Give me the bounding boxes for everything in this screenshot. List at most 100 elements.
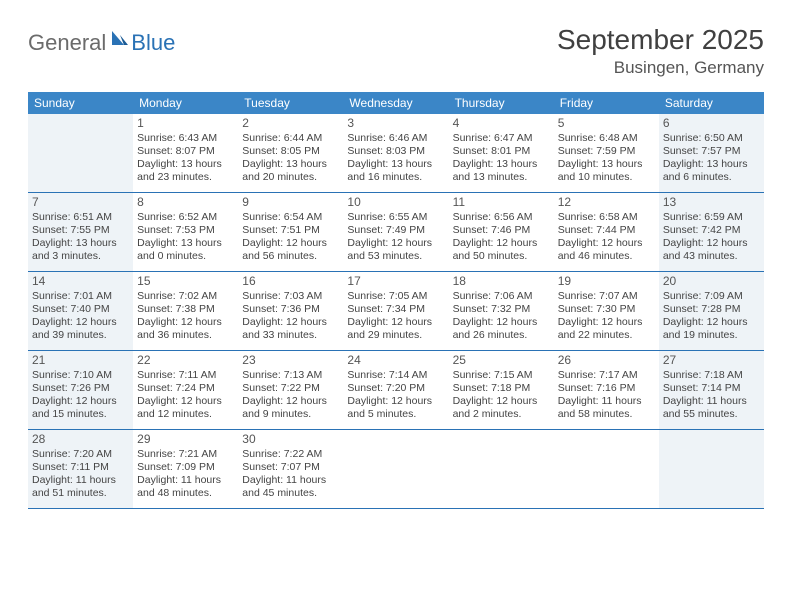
day-cell: 11Sunrise: 6:56 AMSunset: 7:46 PMDayligh… [449,193,554,271]
sunset-line: Sunset: 7:07 PM [242,461,339,474]
daylight-line: Daylight: 12 hours and 19 minutes. [663,316,760,342]
sunrise-line: Sunrise: 7:18 AM [663,369,760,382]
sunset-line: Sunset: 7:40 PM [32,303,129,316]
daylight-line: Daylight: 13 hours and 3 minutes. [32,237,129,263]
month-title: September 2025 [557,24,764,56]
day-cell: 29Sunrise: 7:21 AMSunset: 7:09 PMDayligh… [133,430,238,508]
sunrise-line: Sunrise: 7:05 AM [347,290,444,303]
sunrise-line: Sunrise: 7:09 AM [663,290,760,303]
day-number: 21 [32,353,129,368]
daylight-line: Daylight: 12 hours and 9 minutes. [242,395,339,421]
day-number: 9 [242,195,339,210]
sunset-line: Sunset: 7:51 PM [242,224,339,237]
sunrise-line: Sunrise: 6:59 AM [663,211,760,224]
day-header-wednesday: Wednesday [343,92,448,114]
day-cell [659,430,764,508]
week-row: 7Sunrise: 6:51 AMSunset: 7:55 PMDaylight… [28,193,764,272]
sunrise-line: Sunrise: 6:55 AM [347,211,444,224]
day-number: 28 [32,432,129,447]
sunset-line: Sunset: 7:57 PM [663,145,760,158]
sunset-line: Sunset: 7:18 PM [453,382,550,395]
header: General Blue September 2025 Busingen, Ge… [28,24,764,78]
day-number: 5 [558,116,655,131]
sunset-line: Sunset: 7:16 PM [558,382,655,395]
day-cell: 15Sunrise: 7:02 AMSunset: 7:38 PMDayligh… [133,272,238,350]
title-block: September 2025 Busingen, Germany [557,24,764,78]
daylight-line: Daylight: 12 hours and 53 minutes. [347,237,444,263]
sunrise-line: Sunrise: 7:15 AM [453,369,550,382]
day-cell: 21Sunrise: 7:10 AMSunset: 7:26 PMDayligh… [28,351,133,429]
day-cell [28,114,133,192]
day-header-sunday: Sunday [28,92,133,114]
day-cell: 20Sunrise: 7:09 AMSunset: 7:28 PMDayligh… [659,272,764,350]
day-cell [449,430,554,508]
daylight-line: Daylight: 13 hours and 10 minutes. [558,158,655,184]
daylight-line: Daylight: 12 hours and 29 minutes. [347,316,444,342]
day-number: 13 [663,195,760,210]
calendar-page: General Blue September 2025 Busingen, Ge… [0,0,792,533]
week-row: 14Sunrise: 7:01 AMSunset: 7:40 PMDayligh… [28,272,764,351]
sunset-line: Sunset: 8:07 PM [137,145,234,158]
sunrise-line: Sunrise: 6:52 AM [137,211,234,224]
day-cell [343,430,448,508]
daylight-line: Daylight: 12 hours and 43 minutes. [663,237,760,263]
daylight-line: Daylight: 13 hours and 20 minutes. [242,158,339,184]
sunset-line: Sunset: 7:53 PM [137,224,234,237]
day-number: 23 [242,353,339,368]
day-cell: 2Sunrise: 6:44 AMSunset: 8:05 PMDaylight… [238,114,343,192]
logo-text-general: General [28,30,106,56]
daylight-line: Daylight: 12 hours and 33 minutes. [242,316,339,342]
day-number: 1 [137,116,234,131]
day-number: 24 [347,353,444,368]
daylight-line: Daylight: 12 hours and 39 minutes. [32,316,129,342]
day-header-row: SundayMondayTuesdayWednesdayThursdayFrid… [28,92,764,114]
day-cell: 17Sunrise: 7:05 AMSunset: 7:34 PMDayligh… [343,272,448,350]
day-number: 12 [558,195,655,210]
day-header-friday: Friday [554,92,659,114]
sunset-line: Sunset: 7:46 PM [453,224,550,237]
day-cell: 14Sunrise: 7:01 AMSunset: 7:40 PMDayligh… [28,272,133,350]
daylight-line: Daylight: 12 hours and 36 minutes. [137,316,234,342]
daylight-line: Daylight: 12 hours and 15 minutes. [32,395,129,421]
day-cell: 1Sunrise: 6:43 AMSunset: 8:07 PMDaylight… [133,114,238,192]
daylight-line: Daylight: 12 hours and 2 minutes. [453,395,550,421]
day-number: 29 [137,432,234,447]
day-number: 8 [137,195,234,210]
day-header-tuesday: Tuesday [238,92,343,114]
day-number: 20 [663,274,760,289]
sunset-line: Sunset: 8:03 PM [347,145,444,158]
sunrise-line: Sunrise: 6:47 AM [453,132,550,145]
day-number: 3 [347,116,444,131]
sunrise-line: Sunrise: 7:22 AM [242,448,339,461]
sunrise-line: Sunrise: 7:14 AM [347,369,444,382]
day-cell: 13Sunrise: 6:59 AMSunset: 7:42 PMDayligh… [659,193,764,271]
sunset-line: Sunset: 7:55 PM [32,224,129,237]
sunrise-line: Sunrise: 7:06 AM [453,290,550,303]
daylight-line: Daylight: 12 hours and 56 minutes. [242,237,339,263]
sunset-line: Sunset: 7:44 PM [558,224,655,237]
daylight-line: Daylight: 13 hours and 16 minutes. [347,158,444,184]
sunset-line: Sunset: 8:01 PM [453,145,550,158]
day-cell: 4Sunrise: 6:47 AMSunset: 8:01 PMDaylight… [449,114,554,192]
day-cell: 16Sunrise: 7:03 AMSunset: 7:36 PMDayligh… [238,272,343,350]
day-cell: 12Sunrise: 6:58 AMSunset: 7:44 PMDayligh… [554,193,659,271]
day-number: 25 [453,353,550,368]
sunset-line: Sunset: 7:30 PM [558,303,655,316]
day-cell: 27Sunrise: 7:18 AMSunset: 7:14 PMDayligh… [659,351,764,429]
daylight-line: Daylight: 12 hours and 50 minutes. [453,237,550,263]
daylight-line: Daylight: 12 hours and 5 minutes. [347,395,444,421]
sunrise-line: Sunrise: 7:10 AM [32,369,129,382]
day-header-monday: Monday [133,92,238,114]
day-number: 15 [137,274,234,289]
sunset-line: Sunset: 7:38 PM [137,303,234,316]
day-number: 16 [242,274,339,289]
sunrise-line: Sunrise: 7:03 AM [242,290,339,303]
day-cell: 3Sunrise: 6:46 AMSunset: 8:03 PMDaylight… [343,114,448,192]
daylight-line: Daylight: 12 hours and 22 minutes. [558,316,655,342]
sunset-line: Sunset: 7:22 PM [242,382,339,395]
sunrise-line: Sunrise: 6:54 AM [242,211,339,224]
week-row: 21Sunrise: 7:10 AMSunset: 7:26 PMDayligh… [28,351,764,430]
logo-text-blue: Blue [131,30,175,56]
day-cell: 26Sunrise: 7:17 AMSunset: 7:16 PMDayligh… [554,351,659,429]
day-cell: 5Sunrise: 6:48 AMSunset: 7:59 PMDaylight… [554,114,659,192]
